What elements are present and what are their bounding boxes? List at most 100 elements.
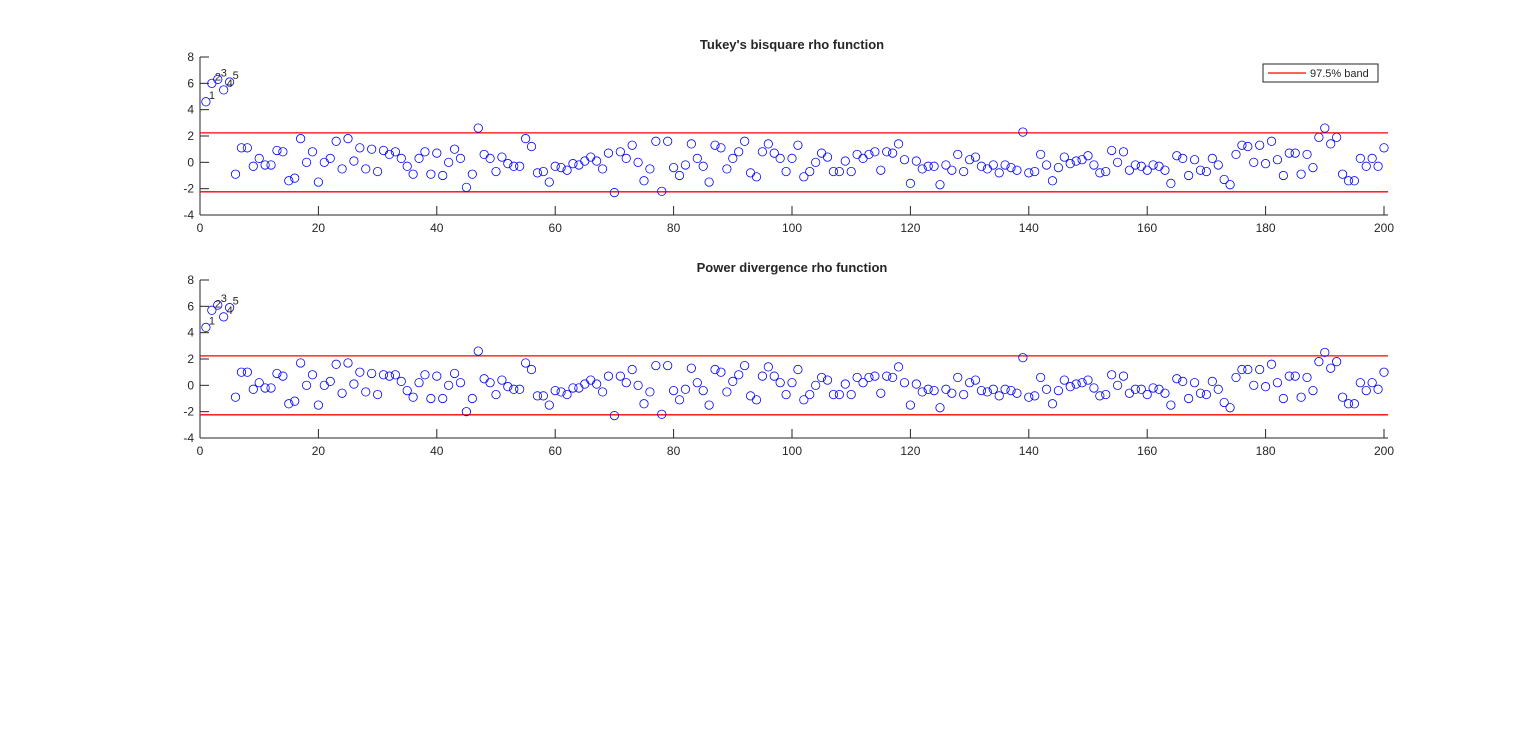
y-tick-label: 6	[187, 76, 194, 90]
data-point	[201, 322, 211, 332]
data-point	[1314, 132, 1324, 142]
data-point	[592, 156, 602, 166]
data-point	[1083, 375, 1093, 385]
x-tick-label: 60	[549, 221, 563, 235]
data-point	[1302, 149, 1312, 160]
data-point	[1053, 163, 1064, 173]
data-point	[1012, 165, 1022, 175]
data-point	[225, 77, 235, 87]
data-point	[686, 139, 696, 149]
data-point	[1030, 166, 1040, 177]
data-point	[1124, 388, 1135, 398]
data-point	[520, 134, 531, 144]
data-point	[532, 391, 543, 401]
data-point	[1065, 382, 1075, 392]
data-point	[959, 166, 969, 177]
data-point	[1000, 160, 1010, 170]
point-label: 2	[215, 71, 221, 83]
data-point	[355, 367, 365, 377]
data-point	[769, 148, 779, 158]
data-point	[627, 364, 637, 375]
data-point	[923, 161, 933, 171]
data-point	[1361, 161, 1371, 171]
data-point	[497, 152, 507, 162]
data-point	[331, 359, 341, 369]
data-point	[716, 143, 726, 153]
data-point	[1278, 170, 1288, 181]
data-point	[1225, 403, 1235, 413]
data-point	[438, 393, 448, 404]
x-tick-label: 140	[1019, 221, 1039, 235]
data-point	[219, 85, 229, 95]
data-point	[994, 168, 1004, 178]
data-point	[1047, 399, 1058, 409]
data-point	[414, 153, 424, 163]
data-point	[1178, 153, 1188, 163]
data-point	[1184, 393, 1194, 404]
data-point	[491, 166, 501, 177]
data-point	[1166, 400, 1176, 410]
data-point	[254, 153, 264, 163]
point-label: 3	[221, 67, 227, 79]
data-point	[864, 149, 874, 160]
data-point	[893, 362, 904, 372]
data-point	[947, 165, 957, 175]
data-point	[248, 384, 258, 394]
point-label: 5	[233, 296, 239, 308]
data-point	[1136, 161, 1146, 171]
data-point	[1071, 156, 1081, 166]
data-point	[574, 160, 584, 170]
data-point	[260, 160, 270, 170]
data-point	[1024, 168, 1034, 178]
data-point	[230, 392, 241, 402]
data-point	[1332, 132, 1342, 142]
data-point	[1030, 391, 1040, 401]
data-point	[882, 147, 892, 157]
data-point	[704, 177, 714, 187]
data-point	[479, 149, 489, 160]
data-point	[1284, 148, 1294, 158]
data-point	[1373, 161, 1383, 171]
data-point	[888, 372, 898, 383]
data-point	[964, 378, 975, 388]
data-point	[349, 156, 359, 166]
data-point	[586, 152, 596, 162]
data-point	[284, 176, 294, 186]
data-point	[526, 364, 537, 375]
x-tick-label: 160	[1137, 221, 1157, 235]
data-point	[1201, 389, 1212, 400]
data-point	[775, 378, 785, 388]
data-point	[473, 123, 483, 133]
x-tick-label: 160	[1137, 444, 1157, 458]
data-point	[455, 153, 466, 163]
data-point	[976, 161, 987, 171]
data-point	[1266, 136, 1277, 146]
data-point	[1160, 388, 1170, 398]
data-point	[710, 140, 720, 150]
data-point	[603, 371, 614, 381]
chart-title: Tukey's bisquare rho function	[700, 37, 884, 52]
data-point	[296, 358, 306, 368]
data-point	[444, 157, 454, 167]
data-point	[1296, 392, 1306, 402]
data-point	[325, 376, 335, 386]
data-point	[1278, 393, 1288, 404]
data-point	[313, 177, 323, 187]
data-point	[893, 139, 904, 149]
data-point	[1195, 388, 1206, 398]
point-label: 4	[227, 305, 233, 317]
data-point	[1047, 176, 1058, 186]
data-point	[272, 145, 282, 156]
data-point	[828, 389, 839, 400]
x-tick-label: 140	[1019, 444, 1039, 458]
data-point	[473, 346, 483, 356]
data-point	[1373, 384, 1383, 394]
data-point	[254, 378, 264, 388]
data-point	[485, 378, 495, 388]
data-point	[858, 378, 868, 388]
data-point	[799, 172, 809, 182]
data-point	[1320, 123, 1330, 133]
data-point	[1124, 165, 1135, 175]
data-point	[882, 371, 892, 381]
